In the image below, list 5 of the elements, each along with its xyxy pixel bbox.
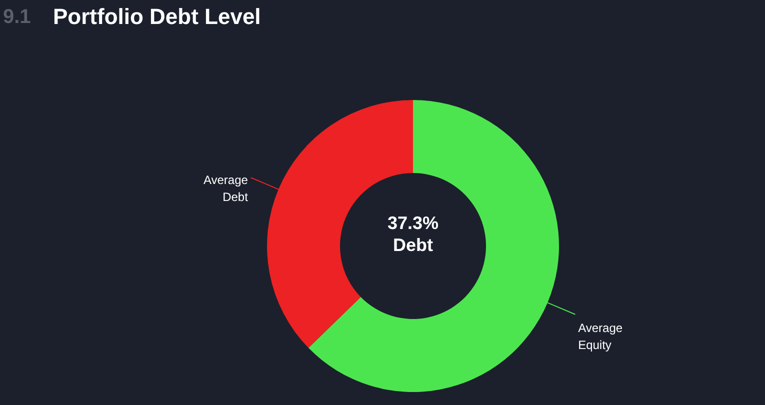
- chart-title: Portfolio Debt Level: [53, 4, 261, 29]
- text: 37.3% Debt: [387, 213, 439, 255]
- slice-label: Average Equity: [578, 320, 623, 352]
- text: 9.1: [3, 6, 31, 28]
- slice-label: Average Debt: [203, 173, 249, 204]
